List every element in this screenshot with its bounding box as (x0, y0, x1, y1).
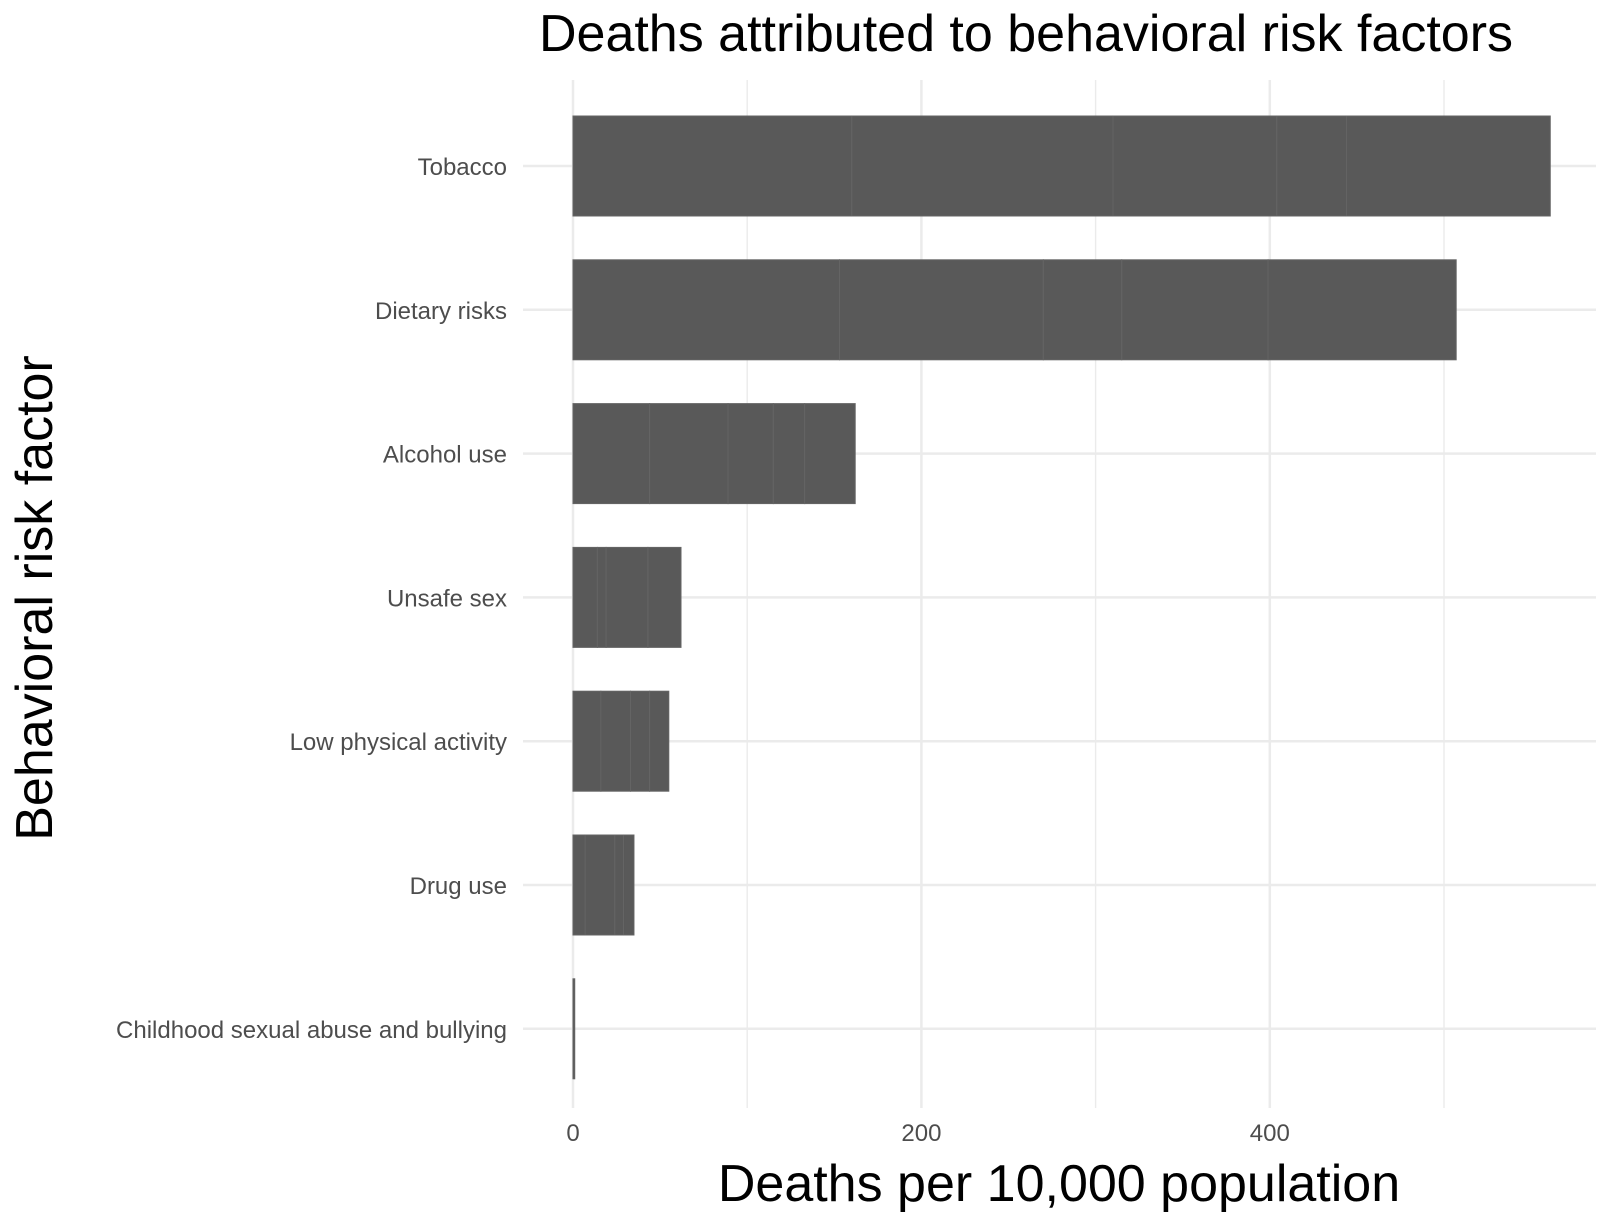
bar-segment (1112, 115, 1278, 217)
y-tick-label: Alcohol use (383, 442, 507, 469)
bar-segment (572, 690, 602, 792)
bar-segment (1267, 259, 1457, 361)
bar-segment (600, 690, 631, 792)
bar-segment (1345, 115, 1551, 217)
bar-segment (614, 834, 625, 936)
bar-segment (649, 403, 729, 505)
bar-segment (772, 403, 806, 505)
bar-segment (649, 690, 670, 792)
bars (572, 115, 1551, 1080)
bar-segment (572, 546, 598, 648)
x-tick-label: 400 (1250, 1120, 1290, 1147)
y-tick-label: Unsafe sex (387, 585, 507, 612)
bar-segment (572, 115, 853, 217)
bar-segment (623, 834, 635, 936)
y-axis-title: Behavioral risk factor (6, 355, 64, 841)
bar-segment (572, 259, 841, 361)
bar-segment (584, 834, 616, 936)
y-tick-label: Low physical activity (290, 729, 507, 756)
y-tick-label: Childhood sexual abuse and bullying (116, 1017, 507, 1044)
bar-segment (1276, 115, 1347, 217)
bar-segment (572, 834, 586, 936)
bar-segment (1121, 259, 1269, 361)
x-tick-labels: 0 200 400 (566, 1120, 1290, 1147)
bar-segment (804, 403, 856, 505)
x-axis-title: Deaths per 10,000 population (718, 1155, 1400, 1213)
chart-title: Deaths attributed to behavioral risk fac… (539, 5, 1513, 63)
y-tick-label: Drug use (410, 873, 507, 900)
bar-segment (1042, 259, 1123, 361)
bar-segment (647, 546, 682, 648)
bar-segment (572, 978, 576, 1080)
x-tick-label: 0 (566, 1120, 579, 1147)
bar-segment (727, 403, 774, 505)
bar-segment (851, 115, 1114, 217)
x-tick-label: 200 (901, 1120, 941, 1147)
bar-segment (629, 690, 651, 792)
y-tick-label: Dietary risks (375, 298, 507, 325)
bar-segment (596, 546, 607, 648)
bar-segment (605, 546, 649, 648)
grid-lines (523, 80, 1596, 1108)
bar-segment (572, 403, 651, 505)
y-tick-labels: Tobacco Dietary risks Alcohol use Unsafe se… (116, 154, 507, 1044)
bar-segment (839, 259, 1044, 361)
y-tick-label: Tobacco (418, 154, 507, 181)
